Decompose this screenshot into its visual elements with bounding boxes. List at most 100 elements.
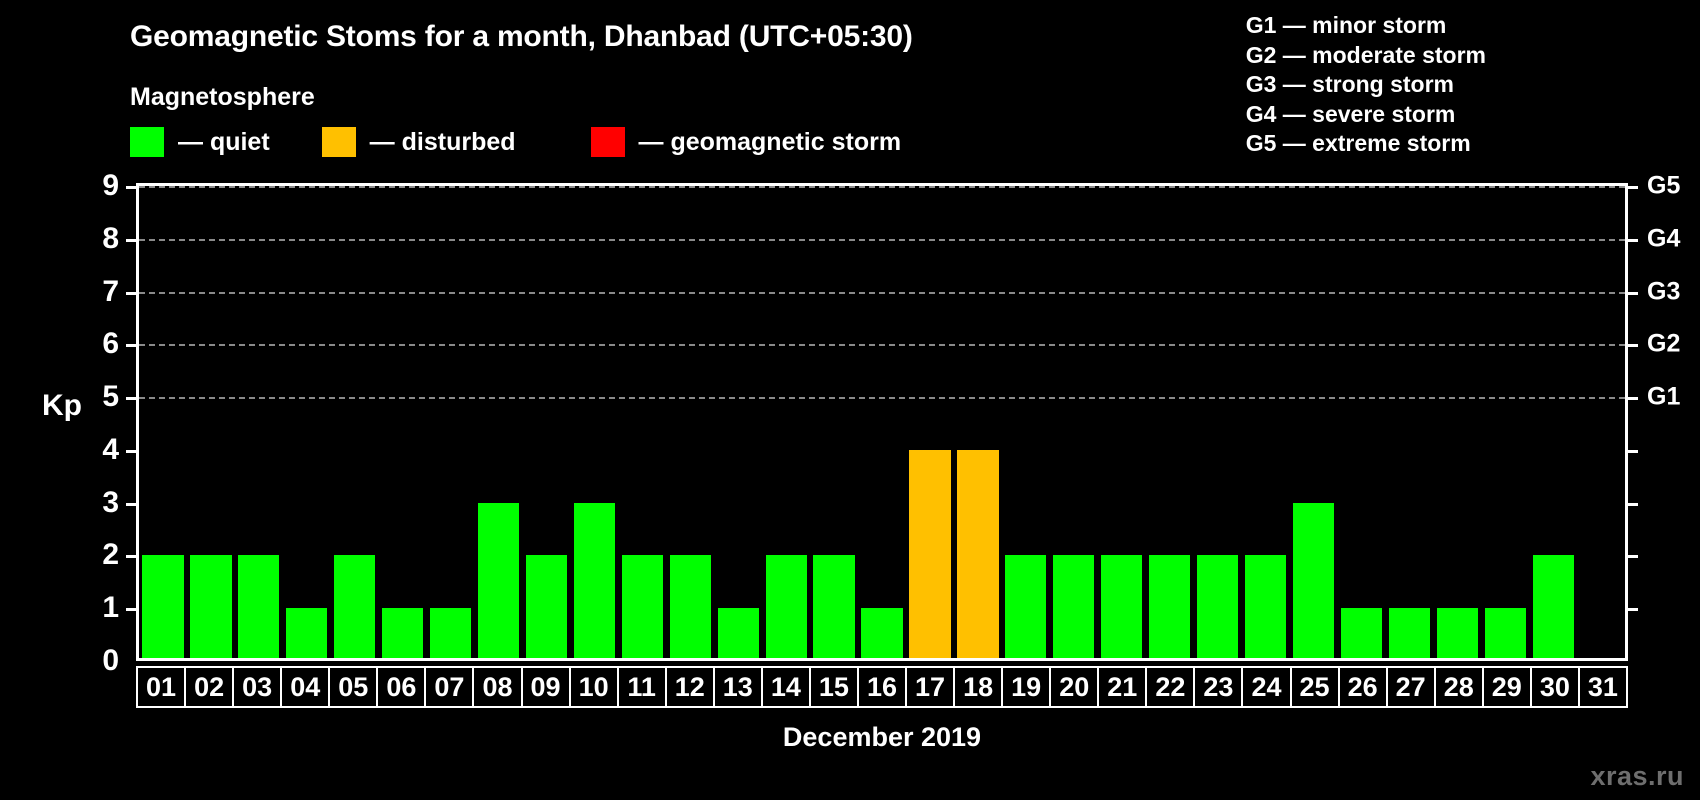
y-axis-title: Kp [42,389,82,422]
bar[interactable] [1005,555,1047,661]
bar-column[interactable] [427,186,475,661]
bar-column[interactable] [1242,186,1290,661]
bar[interactable] [909,449,951,661]
bar-column[interactable] [906,186,954,661]
bar-column[interactable] [139,186,187,661]
x-axis-day-label: 03 [234,668,283,706]
bar[interactable] [717,608,759,661]
x-axis-day-label: 20 [1051,668,1100,706]
bar-column[interactable] [331,186,379,661]
bar[interactable] [1244,555,1287,661]
bar[interactable] [573,502,616,661]
bar[interactable] [286,608,328,661]
y-axis-tick [126,186,139,189]
bar-column[interactable] [379,186,427,661]
bar-column[interactable] [1146,186,1194,661]
bar-column[interactable] [1529,186,1577,661]
g-axis-tick [1625,291,1638,295]
x-axis-day-label: 30 [1532,668,1580,706]
bar-column[interactable] [187,186,235,661]
bar-column[interactable] [858,186,906,661]
plot-inner: 0 1 2 3 4 5 6 7 8 9 G1 G2 G3 G4 G5 [102,171,1680,676]
bar-column[interactable] [1098,186,1146,661]
magnetosphere-legend-label: — geomagnetic storm [638,127,902,156]
green-square-swatch [130,127,164,157]
y-axis-tick-label: 9 [102,169,119,202]
x-axis-day-label: 05 [330,668,379,706]
bar[interactable] [813,555,855,661]
bar[interactable] [1484,608,1526,661]
bar-column[interactable] [235,186,283,661]
bar[interactable] [1388,608,1430,661]
bar-column[interactable] [762,186,810,661]
bar[interactable] [238,555,280,661]
bar[interactable] [1292,502,1335,661]
y-axis-tick-label: 3 [102,485,119,519]
bar-column[interactable] [1577,186,1625,661]
bar-column[interactable] [475,186,523,661]
g-scale-legend-row: G3 — strong storm [1245,71,1455,97]
bar-column[interactable] [1481,186,1529,661]
x-axis-day-label: 24 [1243,668,1292,706]
bar[interactable] [861,608,903,661]
red-square-swatch [590,127,625,157]
bar[interactable] [957,449,999,661]
g-scale-legend-row: G1 — minor storm [1245,12,1447,38]
x-axis-day-label: 23 [1195,668,1244,706]
bar-column[interactable] [283,186,331,661]
bar-column[interactable] [1002,186,1050,661]
bar[interactable] [429,608,472,661]
x-axis-day-label: 07 [426,668,475,706]
y-axis-tick-label: 0 [102,644,119,677]
bar-column[interactable] [1050,186,1098,661]
x-axis-day-label: 15 [811,668,859,706]
bar[interactable] [669,555,711,661]
x-axis-day-label: 08 [474,668,523,706]
x-axis-day-label: 02 [186,668,235,706]
x-axis-day-label: 27 [1388,668,1436,706]
g-axis-tick [1625,608,1638,612]
bar-column[interactable] [618,186,666,661]
bar[interactable] [1149,555,1191,661]
bar[interactable] [382,608,424,661]
x-axis-day-label: 06 [378,668,427,706]
y-axis-tick [126,449,139,453]
bar-column[interactable] [714,186,762,661]
bar-column[interactable] [570,186,618,661]
bar[interactable] [1053,555,1095,661]
bar-column[interactable] [1385,186,1433,661]
g-axis-tick-label: G3 [1647,277,1681,306]
bar-column[interactable] [954,186,1002,661]
bar[interactable] [765,555,807,661]
bar-column[interactable] [1290,186,1338,661]
x-axis-day-labels: 01 02 03 04 05 06 07 08 09 10 11 12 13 14 15 16 17 18 19 20… [136,666,1628,708]
bar[interactable] [1196,555,1239,661]
bar-column[interactable] [666,186,714,661]
g-axis-tick [1625,555,1638,559]
bar[interactable] [190,555,232,661]
bar[interactable] [1101,555,1143,661]
magnetosphere-legend-item: — quiet [130,127,270,157]
bar-column[interactable] [1433,186,1481,661]
bar[interactable] [1532,555,1574,661]
page-title: Geomagnetic Stoms for a month, Dhanbad (… [130,20,913,53]
bar[interactable] [1436,608,1478,661]
y-axis-tick [126,555,139,559]
bar[interactable] [621,555,663,661]
magnetosphere-legend-item: — disturbed [321,127,516,157]
bar[interactable] [1340,608,1383,661]
x-axis-day-label: 12 [667,668,715,706]
x-axis-day-label: 18 [955,668,1004,706]
y-axis-tick-label: 1 [102,591,119,625]
bar-series [139,186,1625,661]
bar-column[interactable] [1194,186,1242,661]
x-axis-day-label: 17 [907,668,956,706]
bar[interactable] [142,555,184,661]
bar-column[interactable] [523,186,571,661]
bar-column[interactable] [810,186,858,661]
bar-column[interactable] [1337,186,1385,661]
y-axis-tick [126,608,139,612]
bar[interactable] [525,555,568,661]
bar[interactable] [477,502,520,661]
bar[interactable] [334,555,376,661]
